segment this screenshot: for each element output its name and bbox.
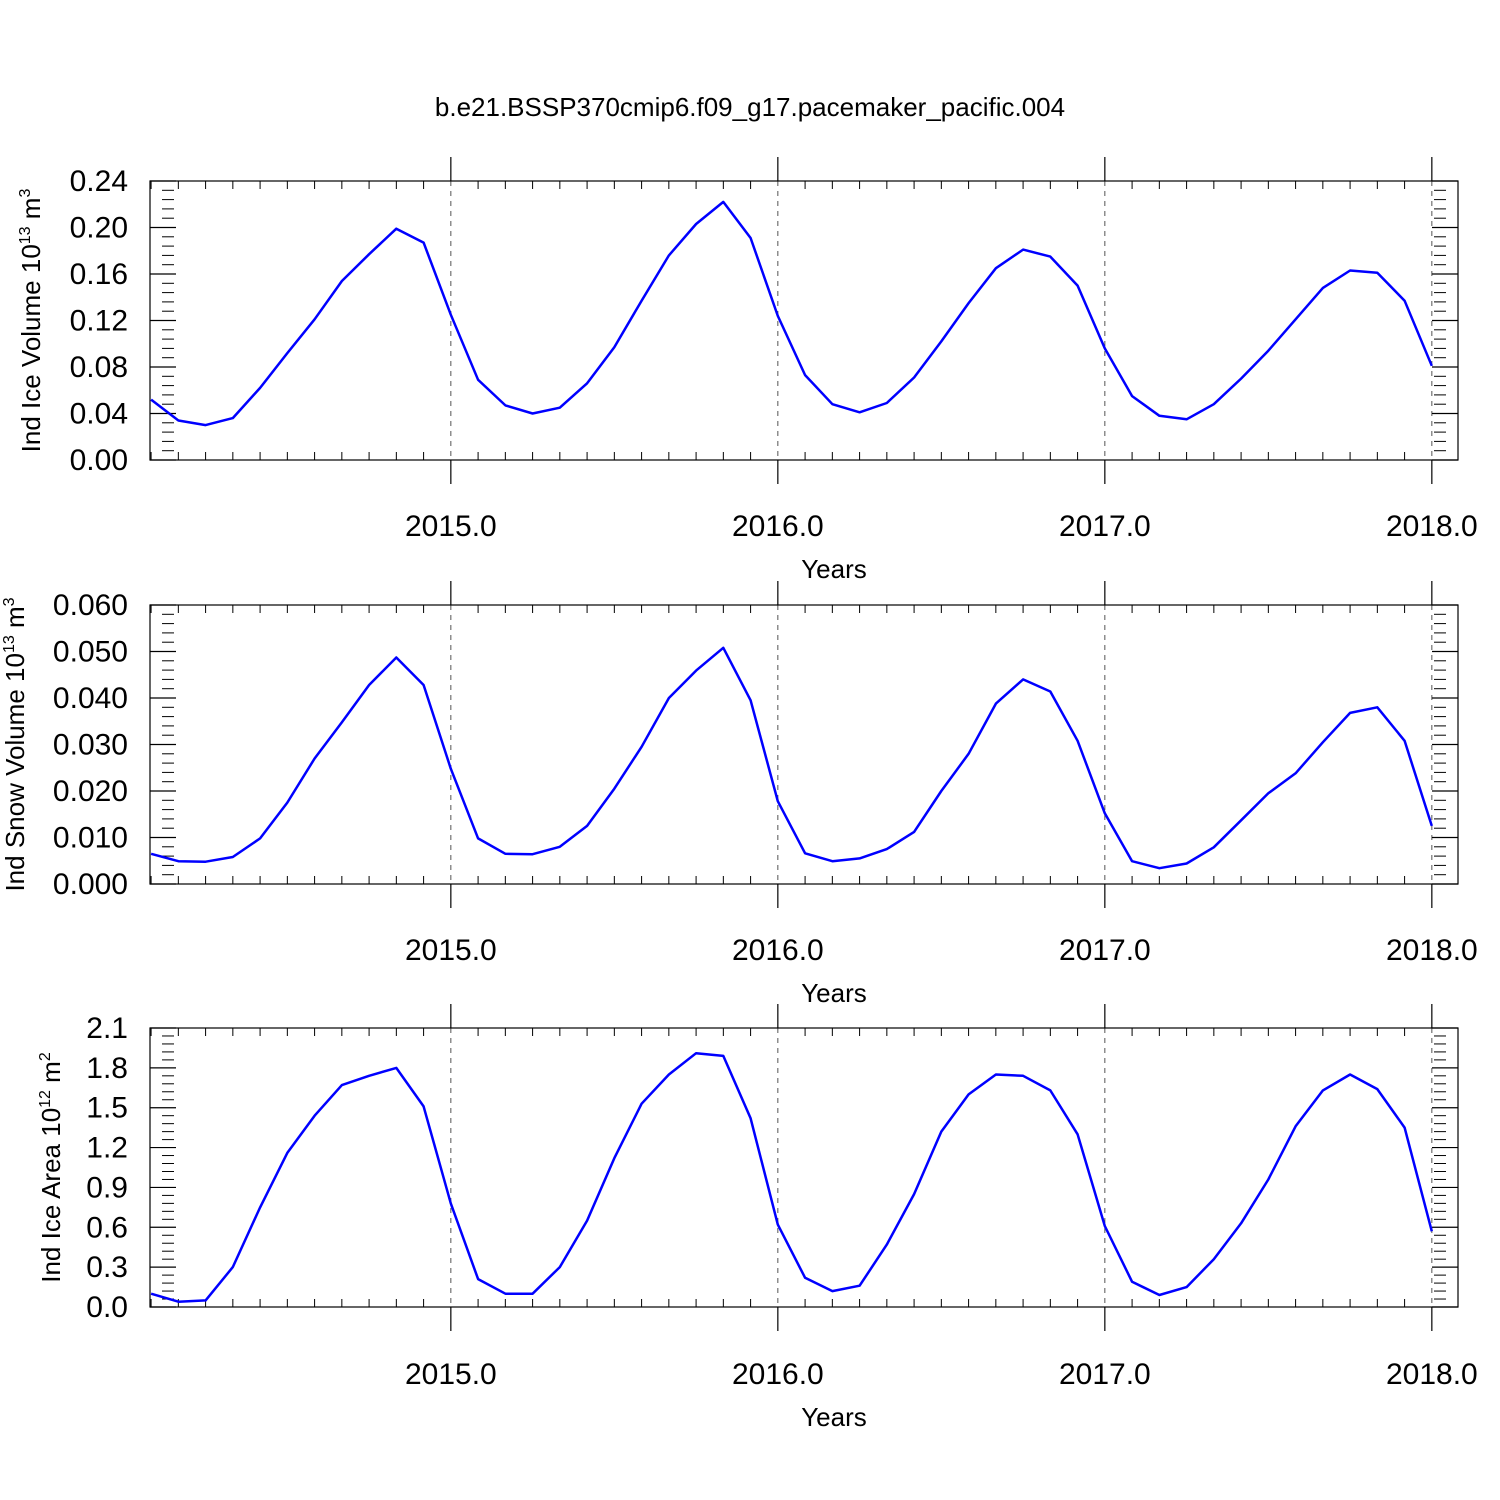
- series-line: [150, 646, 1433, 870]
- y-tick-label: 0.04: [70, 398, 128, 431]
- panel-3: 2015.0 2016.0 2017.0 2018.0 0.0 0.3 0.6 0.9 1.2 1…: [36, 1004, 1478, 1432]
- y-axis-unit-exponent: 13: [1, 635, 18, 653]
- x-tick-label: 2018.0: [1386, 1358, 1478, 1391]
- x-tick-label: 2016.0: [732, 1358, 824, 1391]
- x-tick-label: 2017.0: [1059, 510, 1151, 543]
- page-title: b.e21.BSSP370cmip6.f09_g17.pacemaker_pac…: [434, 92, 1066, 122]
- panel-2: 2015.0 2016.0 2017.0 2018.0 0.000 0.010 0.020 0…: [0, 581, 1478, 1008]
- y-axis-unit: m: [36, 1061, 66, 1090]
- y-tick-label: 0.20: [70, 212, 128, 245]
- y-tick-label: 0.24: [70, 165, 128, 198]
- x-tick-label: 2015.0: [405, 934, 497, 967]
- plot-frame: [149, 604, 1459, 885]
- y-tick-label: 0.030: [53, 729, 128, 762]
- y-tick-label: 0.040: [53, 682, 128, 715]
- series-line: [150, 200, 1433, 427]
- y-tick-label: 0.000: [53, 868, 128, 901]
- y-tick-label: 0.3: [86, 1251, 128, 1284]
- x-tick-label: 2016.0: [732, 934, 824, 967]
- y-axis-unit-power: 3: [1, 597, 18, 606]
- y-tick-label: 0.08: [70, 351, 128, 384]
- y-axis-title: Ind Ice Volume 1013 m3: [16, 189, 46, 453]
- y-tick-label: 1.2: [86, 1132, 128, 1165]
- x-tick-label: 2015.0: [405, 1358, 497, 1391]
- y-axis-title: Ind Snow Volume 1013 m3: [0, 597, 30, 891]
- y-axis-unit-exponent: 12: [37, 1090, 54, 1108]
- x-tick-label: 2015.0: [405, 510, 497, 543]
- x-tick-label: 2016.0: [732, 510, 824, 543]
- y-axis-unit: m: [0, 606, 30, 635]
- y-tick-label: 0.010: [53, 822, 128, 855]
- y-axis-title-text: Ind Snow Volume 10: [0, 653, 30, 892]
- series-line: [150, 1051, 1434, 1303]
- x-tick-label: 2017.0: [1059, 934, 1151, 967]
- y-tick-label: 0.050: [53, 636, 128, 669]
- y-tick-label: 0.6: [86, 1211, 128, 1244]
- y-axis-title-text: Ind Ice Area 10: [36, 1108, 66, 1283]
- y-axis-unit-power: 2: [37, 1052, 54, 1061]
- x-axis-title: Years: [801, 978, 867, 1008]
- y-tick-label: 2.1: [86, 1012, 128, 1045]
- x-tick-label: 2018.0: [1386, 510, 1478, 543]
- y-axis-unit: m: [16, 198, 46, 227]
- x-axis-title: Years: [801, 554, 867, 584]
- y-tick-label: 1.5: [86, 1092, 128, 1125]
- y-tick-label: 0.16: [70, 258, 128, 291]
- y-tick-label: 0.0: [86, 1291, 128, 1324]
- y-tick-label: 1.8: [86, 1052, 128, 1085]
- y-axis-unit-power: 3: [17, 189, 34, 198]
- x-tick-label: 2017.0: [1059, 1358, 1151, 1391]
- y-axis-title-text: Ind Ice Volume 10: [16, 244, 46, 452]
- x-axis-title: Years: [801, 1402, 867, 1432]
- x-tick-label: 2018.0: [1386, 934, 1478, 967]
- y-tick-label: 0.060: [53, 589, 128, 622]
- y-tick-label: 0.00: [70, 444, 128, 477]
- y-tick-label: 0.12: [70, 305, 128, 338]
- y-axis-unit-exponent: 13: [17, 226, 34, 244]
- panel-1: 2015.0 2016.0 2017.0 2018.0 0.00 0.04 0.08 0.12…: [16, 157, 1478, 584]
- plot-frame: [149, 1027, 1459, 1308]
- y-axis-title: Ind Ice Area 1012 m2: [36, 1052, 66, 1283]
- plot-frame: [149, 180, 1459, 461]
- y-tick-label: 0.9: [86, 1171, 128, 1204]
- y-tick-label: 0.020: [53, 775, 128, 808]
